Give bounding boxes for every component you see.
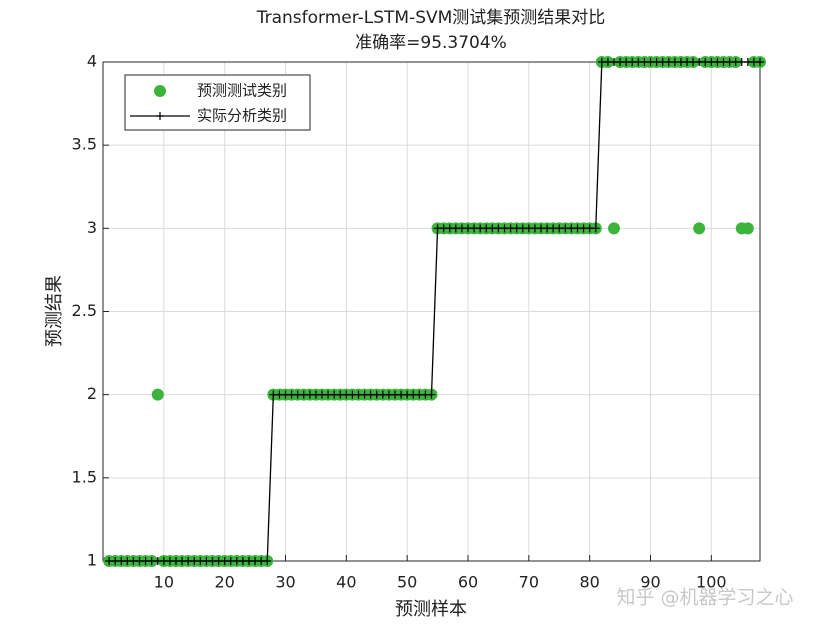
x-tick-label: 100 bbox=[696, 573, 727, 592]
data-point bbox=[608, 222, 620, 235]
legend-box bbox=[124, 74, 311, 131]
legend-label: 实际分析类别 bbox=[197, 107, 287, 125]
chart-subtitle: 准确率=95.3704% bbox=[355, 33, 507, 53]
x-tick-label: 40 bbox=[336, 573, 356, 592]
data-marker bbox=[756, 58, 764, 66]
y-tick-label: 3 bbox=[87, 218, 97, 237]
x-tick-label: 60 bbox=[458, 573, 478, 592]
y-tick-label: 4 bbox=[87, 52, 97, 71]
y-tick-label: 3.5 bbox=[72, 135, 97, 154]
y-tick-label: 1 bbox=[87, 551, 97, 570]
plot-frame bbox=[102, 61, 761, 562]
data-point bbox=[741, 222, 754, 235]
x-tick-label: 50 bbox=[397, 573, 417, 592]
watermark: 知乎 @机器学习之心 bbox=[616, 587, 793, 609]
chart-title: Transformer-LSTM-SVM测试集预测结果对比 bbox=[256, 8, 606, 28]
legend-label: 预测测试类别 bbox=[197, 82, 287, 100]
data-point bbox=[693, 222, 706, 235]
y-tick-label: 1.5 bbox=[72, 467, 97, 486]
legend-symbol bbox=[154, 85, 166, 97]
data-marker bbox=[263, 557, 272, 565]
x-tick-label: 80 bbox=[579, 573, 599, 592]
x-tick-label: 20 bbox=[214, 573, 234, 592]
data-point bbox=[151, 388, 164, 401]
y-tick-label: 2.5 bbox=[72, 301, 97, 320]
y-axis-label: 预测结果 bbox=[44, 275, 65, 347]
data-marker bbox=[427, 390, 436, 399]
legend-symbol bbox=[156, 112, 164, 120]
data-marker bbox=[591, 224, 600, 233]
x-axis-label: 预测样本 bbox=[395, 599, 467, 620]
x-tick-label: 90 bbox=[640, 573, 660, 592]
y-tick-label: 2 bbox=[87, 384, 97, 403]
x-tick-label: 70 bbox=[519, 573, 539, 592]
x-tick-label: 10 bbox=[154, 573, 174, 592]
x-tick-label: 30 bbox=[275, 573, 295, 592]
